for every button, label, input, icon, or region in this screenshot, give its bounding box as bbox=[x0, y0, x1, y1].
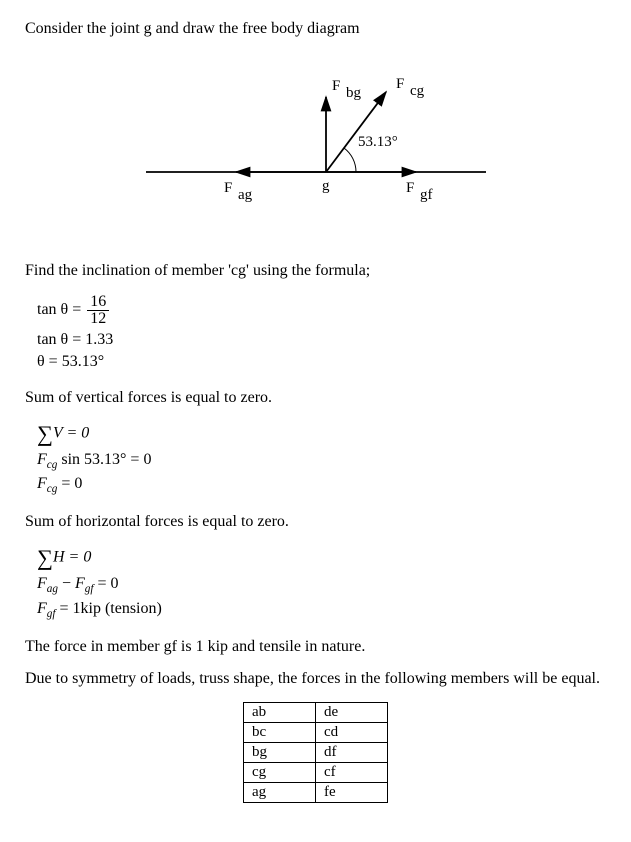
symmetry-tbody: abde bccd bgdf cgcf agfe bbox=[244, 702, 388, 802]
cell: ag bbox=[244, 782, 316, 802]
inc-line2: tan θ = 1.33 bbox=[37, 331, 606, 349]
inc-frac: 16 12 bbox=[87, 294, 109, 327]
v3-F: F bbox=[37, 475, 47, 492]
inc-lhs: tan θ = bbox=[37, 301, 81, 318]
symmetry-text: Due to symmetry of loads, truss shape, t… bbox=[25, 670, 606, 688]
inc-frac-num: 16 bbox=[87, 294, 109, 311]
v-line1: V = 0 bbox=[53, 425, 89, 442]
table-row: bgdf bbox=[244, 742, 388, 762]
free-body-diagram: F bg F cg 53.13° F ag g F gf bbox=[25, 62, 606, 222]
cell: bg bbox=[244, 742, 316, 762]
label-cg: cg bbox=[410, 83, 425, 99]
label-F-cg: F bbox=[396, 76, 404, 92]
v3-sub: cg bbox=[47, 483, 58, 495]
hsum-text: Sum of horizontal forces is equal to zer… bbox=[25, 513, 606, 531]
table-row: agfe bbox=[244, 782, 388, 802]
h-line1: H = 0 bbox=[53, 549, 91, 566]
intro-text: Consider the joint g and draw the free b… bbox=[25, 20, 606, 38]
h3-post: = 1kip (tension) bbox=[55, 600, 161, 617]
label-F-ag: F bbox=[224, 180, 232, 196]
label-gf: gf bbox=[420, 187, 433, 203]
label-g: g bbox=[322, 178, 330, 194]
v2-F: F bbox=[37, 451, 47, 468]
label-F-gf: F bbox=[406, 180, 414, 196]
vsum-math: ∑V = 0 Fcg sin 53.13° = 0 Fcg = 0 bbox=[25, 421, 606, 495]
h2-minus: − bbox=[58, 575, 75, 592]
cell: de bbox=[316, 702, 388, 722]
h2-post: = 0 bbox=[93, 575, 118, 592]
table-row: abde bbox=[244, 702, 388, 722]
cell: cg bbox=[244, 762, 316, 782]
cell: fe bbox=[316, 782, 388, 802]
inclination-math: tan θ = 16 12 tan θ = 1.33 θ = 53.13° bbox=[25, 294, 606, 371]
table-row: cgcf bbox=[244, 762, 388, 782]
cell: df bbox=[316, 742, 388, 762]
h2a-F: F bbox=[37, 575, 47, 592]
v2-post: sin 53.13° = 0 bbox=[57, 451, 151, 468]
label-ag: ag bbox=[238, 187, 253, 203]
table-row: bccd bbox=[244, 722, 388, 742]
vsum-text: Sum of vertical forces is equal to zero. bbox=[25, 389, 606, 407]
cell: ab bbox=[244, 702, 316, 722]
h2b-F: F bbox=[75, 575, 85, 592]
sigma-icon: ∑ bbox=[37, 421, 53, 446]
inc-line3: θ = 53.13° bbox=[37, 353, 606, 371]
v2-sub: cg bbox=[47, 459, 58, 471]
label-bg: bg bbox=[346, 85, 362, 101]
h3-F: F bbox=[37, 600, 47, 617]
conclusion-text: The force in member gf is 1 kip and tens… bbox=[25, 638, 606, 656]
hsum-math: ∑H = 0 Fag − Fgf = 0 Fgf = 1kip (tension… bbox=[25, 545, 606, 619]
v3-post: = 0 bbox=[57, 475, 82, 492]
h2a-sub: ag bbox=[47, 584, 58, 596]
sigma-icon-2: ∑ bbox=[37, 545, 53, 570]
label-F-bg: F bbox=[332, 78, 340, 94]
inc-frac-den: 12 bbox=[87, 311, 109, 327]
inclination-text: Find the inclination of member 'cg' usin… bbox=[25, 262, 606, 280]
fbd-svg: F bg F cg 53.13° F ag g F gf bbox=[106, 62, 526, 222]
symmetry-table: abde bccd bgdf cgcf agfe bbox=[243, 702, 388, 803]
cell: cd bbox=[316, 722, 388, 742]
cell: bc bbox=[244, 722, 316, 742]
label-angle: 53.13° bbox=[358, 134, 398, 150]
cell: cf bbox=[316, 762, 388, 782]
